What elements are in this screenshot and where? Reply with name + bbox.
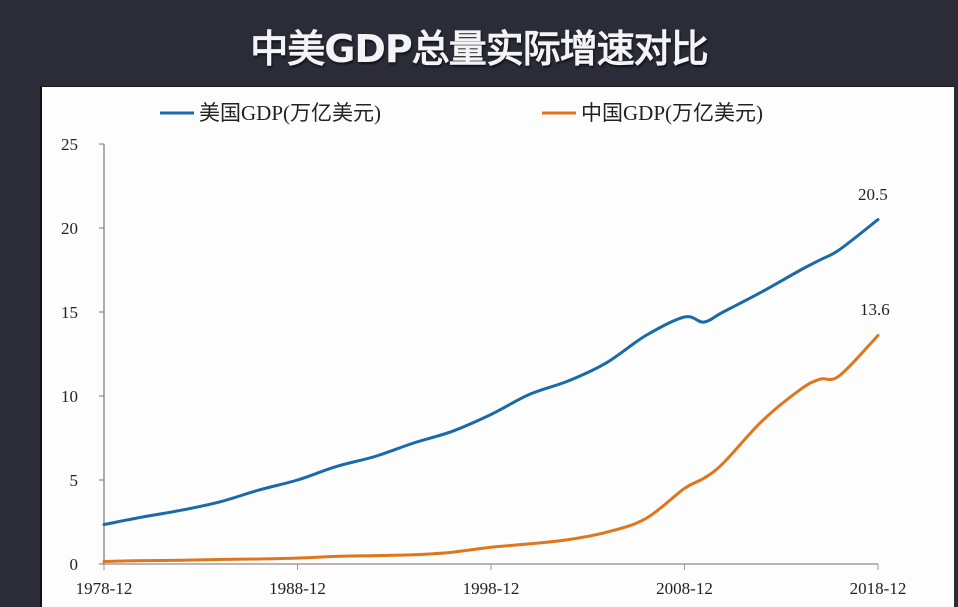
legend-item-us: 美国GDP(万亿美元) [160,101,381,125]
legend: 美国GDP(万亿美元) 中国GDP(万亿美元) [160,101,763,125]
x-tick-label: 1988-12 [269,579,326,598]
us-end-value-label: 20.5 [858,185,888,204]
x-tick-label: 2008-12 [656,579,713,598]
legend-label-us: 美国GDP(万亿美元) [199,101,381,125]
y-tick-label: 20 [61,219,78,238]
y-tick-label: 15 [61,303,78,322]
legend-label-china: 中国GDP(万亿美元) [581,101,763,125]
china-gdp-line [102,334,880,563]
line-chart: 美国GDP(万亿美元) 中国GDP(万亿美元) 0 5 10 15 20 25 1978-… [61,101,907,598]
china-end-value-label: 13.6 [860,300,890,319]
y-tick-label: 25 [61,135,78,154]
us-gdp-line [102,218,880,526]
chart-panel: 美国GDP(万亿美元) 中国GDP(万亿美元) 0 5 10 15 20 25 1978-… [40,86,954,607]
x-axis: 1978-12 1988-12 1998-12 2008-12 2018-12 [76,563,907,598]
legend-item-china: 中国GDP(万亿美元) [542,101,763,125]
y-tick-label: 10 [61,387,78,406]
y-axis: 0 5 10 15 20 25 [61,135,105,574]
page-title: 中美GDP总量实际增速对比 [250,27,709,71]
x-tick-label: 1978-12 [76,579,133,598]
x-tick-label: 1998-12 [463,579,520,598]
y-tick-label: 5 [70,471,79,490]
x-tick-label: 2018-12 [850,579,907,598]
y-tick-label: 0 [70,555,79,574]
